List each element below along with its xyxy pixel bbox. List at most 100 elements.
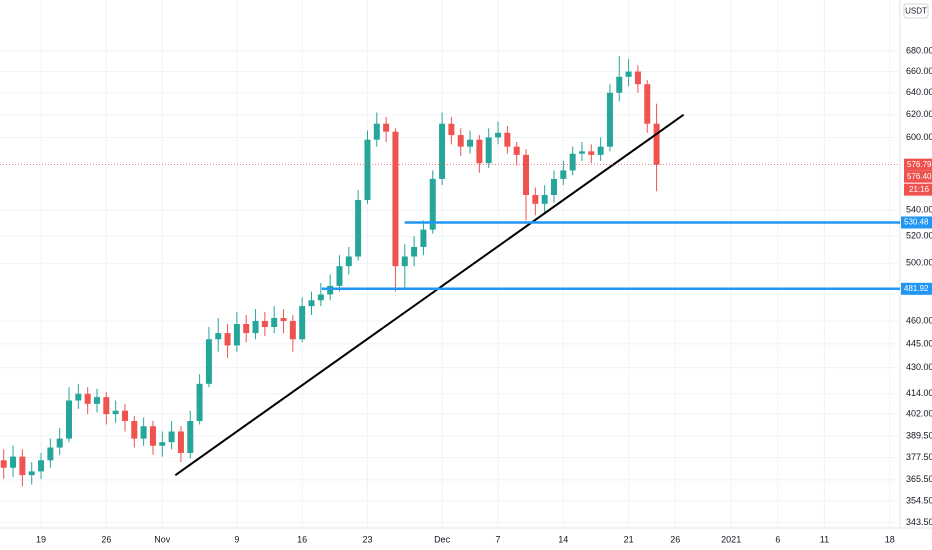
- last-price-label: 576.79: [907, 160, 932, 169]
- candle-body: [93, 397, 100, 404]
- candle-body: [187, 421, 194, 453]
- candle-body: [653, 123, 660, 165]
- candle-body: [560, 170, 567, 179]
- candle-body: [606, 92, 613, 147]
- candle-body: [308, 300, 315, 307]
- candle-body: [121, 410, 128, 422]
- candle-body: [588, 151, 595, 155]
- candle-body: [280, 317, 287, 321]
- x-tick-label: 11: [820, 534, 829, 544]
- candle-body: [168, 431, 175, 443]
- currency-box: [903, 3, 929, 19]
- candle-body: [644, 84, 651, 124]
- candle-body: [271, 317, 278, 328]
- candle-body: [215, 333, 222, 340]
- y-tick-label: 377.50: [906, 452, 932, 462]
- x-tick-label: 23: [362, 534, 372, 544]
- x-tick-label: 7: [496, 534, 501, 544]
- candle-body: [177, 431, 184, 453]
- candle-body: [550, 178, 557, 196]
- last-price-box: [904, 158, 932, 171]
- candle-body: [476, 139, 483, 164]
- x-tick-label: 6: [775, 534, 780, 544]
- candle-body: [429, 178, 436, 230]
- x-tick-label: 21: [624, 534, 634, 544]
- candle-body: [289, 320, 296, 340]
- candle-body: [149, 426, 156, 446]
- alt-price-label: 576.40: [907, 172, 932, 181]
- x-tick-label: 14: [558, 534, 568, 544]
- candle-body: [19, 456, 26, 476]
- y-tick-label: 430.00: [906, 362, 932, 372]
- level-label-box: [901, 216, 932, 229]
- candle-body: [541, 195, 548, 204]
- x-tick-label: 9: [234, 534, 239, 544]
- currency-label: USDT: [905, 7, 927, 16]
- candle-body: [205, 339, 212, 384]
- candle-body: [485, 137, 492, 164]
- candle-body: [252, 320, 259, 334]
- y-tick-label: 620.00: [906, 109, 932, 119]
- y-tick-label: 389.50: [906, 430, 932, 440]
- candle-body: [373, 123, 380, 140]
- countdown-box: [904, 183, 932, 196]
- y-tick-label: 600.00: [906, 132, 932, 142]
- candle-body: [625, 71, 632, 77]
- candle-body: [448, 123, 455, 136]
- candle-body: [439, 123, 446, 179]
- candle-body: [261, 320, 268, 328]
- candle-body: [355, 200, 362, 257]
- x-tick-label: 2021: [721, 534, 741, 544]
- candle-body: [327, 285, 334, 295]
- candle-body: [523, 154, 530, 196]
- candle-body: [47, 447, 54, 461]
- candle-body: [233, 323, 240, 346]
- candle-body: [420, 229, 427, 247]
- candle-body: [364, 139, 371, 201]
- candle-body: [569, 153, 576, 171]
- y-tick-label: 460.00: [906, 315, 932, 325]
- candle-body: [75, 393, 82, 401]
- candle-body: [159, 442, 166, 446]
- y-tick-label: 640.00: [906, 87, 932, 97]
- y-tick-label: 354.50: [906, 495, 932, 505]
- y-tick-label: 365.50: [906, 474, 932, 484]
- candle-body: [66, 400, 73, 439]
- candle-body: [616, 76, 623, 93]
- x-tick-label: 16: [297, 534, 307, 544]
- candle-body: [495, 132, 502, 138]
- level-label: 530.48: [904, 218, 929, 227]
- y-tick-label: 343.50: [906, 517, 932, 527]
- candle-body: [112, 410, 119, 415]
- candle-body: [513, 146, 520, 155]
- x-tick-label: 26: [670, 534, 680, 544]
- y-tick-label: 660.00: [906, 66, 932, 76]
- candle-body: [28, 471, 35, 476]
- candle-body: [131, 421, 138, 439]
- candle-body: [84, 393, 91, 404]
- candle-body: [317, 294, 324, 301]
- candle-body: [467, 139, 474, 147]
- countdown-label: 21:16: [909, 185, 930, 194]
- alt-price-box: [904, 170, 932, 183]
- candle-body: [345, 256, 352, 267]
- candle-body: [411, 246, 418, 257]
- candle-body: [634, 71, 641, 85]
- candle-body: [392, 131, 399, 267]
- y-tick-label: 414.00: [906, 388, 932, 398]
- candle-body: [383, 123, 390, 132]
- y-tick-label: 540.00: [906, 205, 932, 215]
- x-tick-label: Dec: [434, 534, 451, 544]
- candle-body: [103, 397, 110, 415]
- candle-body: [10, 456, 17, 468]
- x-tick-label: 19: [36, 534, 46, 544]
- candle-body: [0, 460, 7, 468]
- candle-body: [224, 333, 231, 346]
- candle-body: [140, 426, 147, 439]
- y-tick-label: 445.00: [906, 338, 932, 348]
- candle-body: [578, 151, 585, 154]
- candle-body: [504, 132, 511, 147]
- candle-body: [597, 146, 604, 155]
